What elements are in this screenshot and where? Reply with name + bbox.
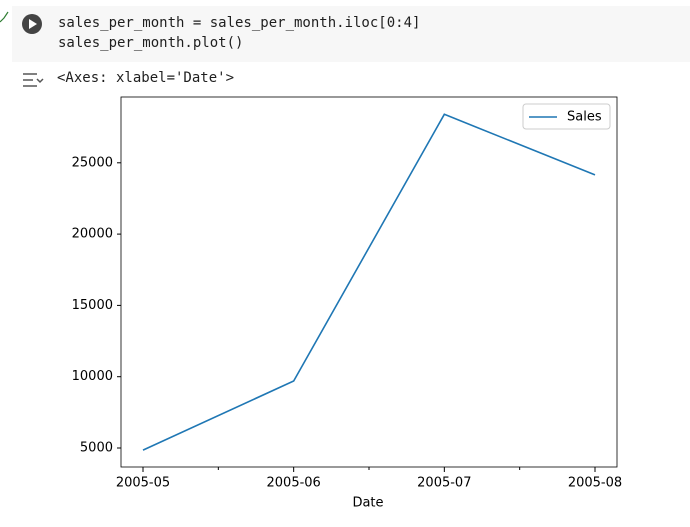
series-line: [142, 113, 596, 451]
x-axis-label: Date: [352, 496, 383, 511]
code-line: sales_per_month = sales_per_month.iloc[0…: [58, 15, 421, 31]
plot-frame: [120, 96, 618, 468]
y-tick-label: 20000: [72, 227, 113, 242]
run-icon: [29, 19, 37, 29]
x-tick-label: 2005-05: [116, 476, 170, 491]
x-tick-label: 2005-07: [417, 476, 471, 491]
x-tick-label: 2005-06: [267, 476, 321, 491]
x-tick-label: 2005-08: [568, 476, 622, 491]
y-tick-label: 25000: [72, 155, 113, 170]
run-status: [0, 11, 9, 23]
code-cell: [12, 6, 690, 62]
output-text: <Axes: xlabel='Date'>: [57, 70, 235, 86]
legend-label: Sales: [567, 110, 602, 125]
y-tick-label: 10000: [72, 369, 113, 384]
y-tick-label: 15000: [72, 298, 113, 313]
y-tick-label: 5000: [80, 441, 113, 456]
output-icon[interactable]: [23, 73, 44, 87]
code-line: sales_per_month.plot(): [58, 35, 244, 51]
legend-box: [522, 103, 611, 130]
